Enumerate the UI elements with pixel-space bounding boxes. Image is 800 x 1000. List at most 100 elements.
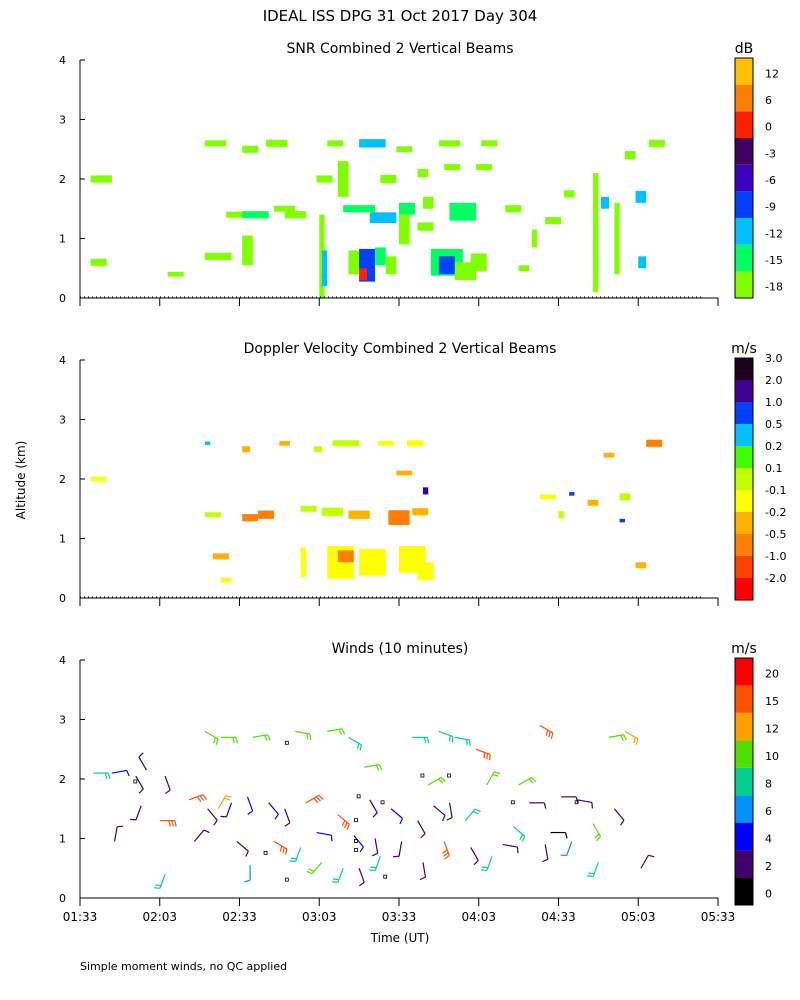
wind-barb bbox=[502, 843, 519, 854]
wind-barb bbox=[358, 868, 365, 887]
winds-x-tick-label: 02:33 bbox=[222, 910, 257, 924]
snr-cell bbox=[266, 139, 288, 147]
wind-barb bbox=[306, 861, 323, 875]
velocity-cell bbox=[321, 507, 344, 516]
wind-barb bbox=[364, 763, 383, 771]
velocity-cell bbox=[258, 510, 275, 519]
velocity-cell bbox=[220, 577, 232, 583]
wind-barb bbox=[561, 796, 579, 803]
calm-marker bbox=[284, 877, 289, 882]
calm-marker bbox=[354, 839, 358, 843]
velocity-cell bbox=[587, 499, 599, 506]
snr-cell bbox=[375, 247, 386, 266]
wind-barb bbox=[454, 736, 471, 746]
snr-colorbar-label: 12 bbox=[765, 67, 779, 80]
wind-barb bbox=[207, 808, 218, 826]
snr-colorbar-label: -9 bbox=[765, 201, 776, 214]
winds-y-tick-label: 4 bbox=[59, 654, 66, 667]
snr-cell bbox=[167, 271, 184, 277]
wind-barb bbox=[348, 736, 363, 751]
snr-colorbar-swatch bbox=[735, 138, 753, 165]
calm-marker bbox=[354, 818, 358, 823]
velocity-colorbar-label: -0.1 bbox=[765, 484, 786, 497]
wind-barb bbox=[539, 724, 554, 739]
snr-y-tick-label: 2 bbox=[59, 173, 66, 186]
wind-barb bbox=[159, 820, 177, 827]
wind-barb bbox=[464, 808, 481, 822]
wind-barb bbox=[220, 736, 239, 744]
velocity-y-tick-label: 4 bbox=[59, 354, 66, 367]
winds-colorbar-label: 6 bbox=[765, 805, 772, 818]
snr-cell bbox=[444, 164, 461, 171]
velocity-cell bbox=[646, 439, 663, 447]
winds-barbs bbox=[93, 724, 655, 889]
winds-colorbar: 0 2 4 6 8 10 12 15 20 bbox=[734, 657, 779, 906]
snr-colorbar-label: -3 bbox=[765, 147, 776, 160]
winds-colorbar-swatch bbox=[735, 712, 753, 741]
wind-barb bbox=[164, 775, 171, 795]
velocity-colorbar-label: 0.1 bbox=[765, 462, 783, 475]
winds-colorbar-label: 4 bbox=[765, 832, 772, 845]
winds-colorbar-frame bbox=[734, 657, 754, 906]
velocity-heatmap-cells bbox=[90, 439, 663, 583]
snr-cell bbox=[242, 211, 269, 219]
wind-barb bbox=[475, 748, 491, 761]
wind-barb bbox=[587, 862, 599, 877]
velocity-colorbar-swatch bbox=[735, 402, 753, 424]
wind-barb bbox=[518, 776, 537, 786]
snr-cell bbox=[226, 211, 243, 218]
velocity-cell bbox=[242, 446, 251, 453]
velocity-cell bbox=[204, 441, 211, 446]
winds-colorbar-label: 2 bbox=[765, 860, 772, 873]
velocity-y-tick-label: 0 bbox=[59, 592, 66, 605]
wind-barb bbox=[220, 802, 233, 818]
wind-barb bbox=[613, 808, 625, 826]
wind-barb bbox=[217, 795, 232, 810]
snr-cell bbox=[449, 202, 477, 221]
winds-axes: 0 1 2 3 4 01:33 02:03 02:33 03:03 03:33 04:03 04:33… bbox=[59, 654, 735, 924]
snr-cell bbox=[648, 139, 665, 147]
snr-colorbar-label: -6 bbox=[765, 174, 776, 187]
snr-cell bbox=[204, 140, 227, 147]
velocity-cell bbox=[90, 476, 107, 482]
winds-colorbar-label: 20 bbox=[765, 668, 779, 681]
snr-cell bbox=[274, 205, 296, 212]
winds-colorbar-swatch bbox=[735, 822, 753, 851]
snr-cell bbox=[476, 164, 493, 171]
calm-marker bbox=[263, 850, 268, 855]
velocity-cell bbox=[417, 562, 434, 581]
wind-barb bbox=[327, 728, 346, 736]
wind-barb bbox=[640, 854, 655, 869]
snr-cell bbox=[601, 196, 610, 209]
wind-barb bbox=[284, 808, 291, 827]
winds-colorbar-unit: m/s bbox=[731, 641, 757, 657]
snr-cell bbox=[385, 256, 397, 275]
snr-title: SNR Combined 2 Vertical Beams bbox=[286, 41, 513, 57]
snr-colorbar-label: 6 bbox=[765, 94, 772, 107]
velocity-cell bbox=[300, 505, 317, 512]
velocity-colorbar-label: 3.0 bbox=[765, 352, 783, 365]
wind-barb bbox=[244, 865, 251, 883]
velocity-cell bbox=[359, 548, 386, 576]
velocity-cell bbox=[388, 510, 410, 526]
snr-axes: 0 1 2 3 4 bbox=[59, 54, 719, 306]
snr-cell bbox=[359, 268, 368, 281]
velocity-cell bbox=[212, 553, 229, 560]
winds-x-tick-label: 05:33 bbox=[701, 910, 736, 924]
winds-colorbar-swatch bbox=[735, 877, 753, 905]
snr-cell bbox=[90, 175, 112, 183]
velocity-y-tick-label: 3 bbox=[59, 414, 66, 427]
wind-barb bbox=[113, 825, 124, 842]
winds-y-tick-label: 1 bbox=[59, 833, 66, 846]
winds-x-tick-label: 04:33 bbox=[541, 910, 576, 924]
velocity-cell bbox=[337, 550, 354, 563]
wind-barb bbox=[268, 802, 279, 820]
snr-cell bbox=[337, 161, 349, 197]
winds-colorbar-swatch bbox=[735, 850, 753, 878]
wind-barb bbox=[246, 796, 254, 815]
snr-colorbar-label: -15 bbox=[765, 254, 783, 267]
velocity-cell bbox=[204, 512, 221, 518]
snr-y-tick-label: 1 bbox=[59, 233, 66, 246]
calm-marker bbox=[574, 800, 579, 805]
